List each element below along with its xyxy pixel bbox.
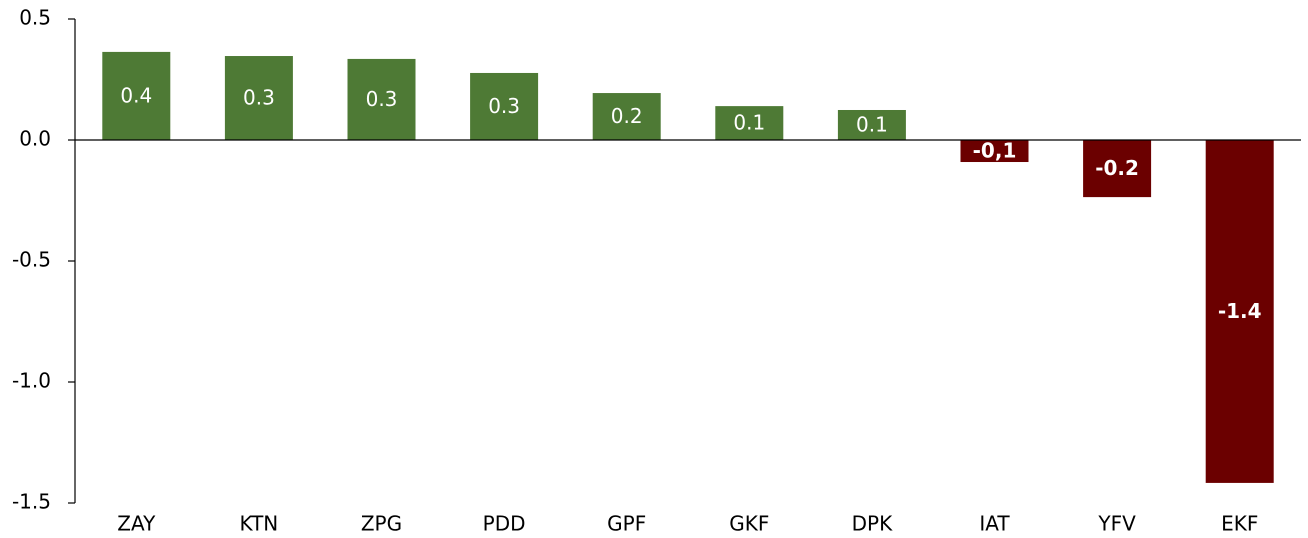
x-tick-label: GKF xyxy=(729,512,769,536)
x-tick-label: DPK xyxy=(852,512,893,536)
y-tick-label: 0.5 xyxy=(19,6,51,30)
bar-value-label: 0.1 xyxy=(856,112,888,136)
x-tick-label: IAT xyxy=(979,512,1010,536)
x-tick-label: KTN xyxy=(240,512,279,536)
bar xyxy=(347,58,416,140)
x-tick-label: GPF xyxy=(607,512,646,536)
x-tick-label: EKF xyxy=(1221,512,1258,536)
x-tick-label: PDD xyxy=(483,512,526,536)
bar-value-label: 0.3 xyxy=(366,87,398,111)
bar xyxy=(592,93,661,140)
bar xyxy=(960,140,1029,163)
bar-value-label: 0.3 xyxy=(243,86,275,110)
y-tick-label: -0.5 xyxy=(12,248,51,272)
bar xyxy=(837,109,906,140)
bar-value-label: -1.4 xyxy=(1218,299,1262,323)
bar xyxy=(470,72,539,140)
bar-value-label: 0.3 xyxy=(488,94,520,118)
bar xyxy=(102,51,171,140)
bar-value-label: 0.1 xyxy=(733,111,765,135)
bar xyxy=(1083,140,1152,198)
bar xyxy=(224,56,293,140)
x-tick-label: ZPG xyxy=(361,512,402,536)
bar-value-label: -0.2 xyxy=(1095,156,1139,180)
bar-value-label: 0.4 xyxy=(120,83,152,107)
bar xyxy=(1205,140,1274,483)
bar-value-label: -0,1 xyxy=(973,139,1017,163)
x-tick-label: ZAY xyxy=(117,512,156,536)
x-tick-label: YFV xyxy=(1097,512,1136,536)
y-tick-label: 0.0 xyxy=(19,127,51,151)
y-tick-label: -1.0 xyxy=(12,369,51,393)
y-tick-label: -1.5 xyxy=(12,490,51,514)
bar xyxy=(715,106,784,140)
bar-value-label: 0.2 xyxy=(611,104,643,128)
